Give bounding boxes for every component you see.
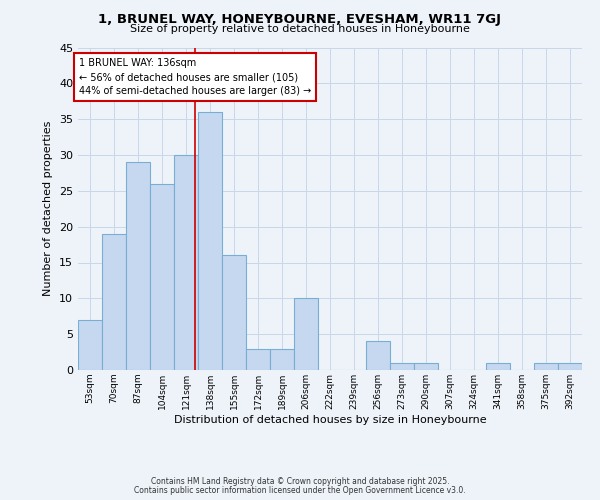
Text: 1, BRUNEL WAY, HONEYBOURNE, EVESHAM, WR11 7GJ: 1, BRUNEL WAY, HONEYBOURNE, EVESHAM, WR1… [98,12,502,26]
Text: Contains HM Land Registry data © Crown copyright and database right 2025.: Contains HM Land Registry data © Crown c… [151,477,449,486]
Text: Contains public sector information licensed under the Open Government Licence v3: Contains public sector information licen… [134,486,466,495]
Bar [174,155,198,370]
Bar [486,363,510,370]
Y-axis label: Number of detached properties: Number of detached properties [43,121,53,296]
Bar [366,342,390,370]
Bar [294,298,318,370]
Bar [414,363,438,370]
Bar [558,363,582,370]
Bar [390,363,414,370]
Bar [246,348,270,370]
Bar [198,112,222,370]
Bar [534,363,558,370]
Bar [270,348,294,370]
Bar [78,320,102,370]
Bar [102,234,126,370]
Bar [222,256,246,370]
X-axis label: Distribution of detached houses by size in Honeybourne: Distribution of detached houses by size … [173,414,487,424]
Text: 1 BRUNEL WAY: 136sqm
← 56% of detached houses are smaller (105)
44% of semi-deta: 1 BRUNEL WAY: 136sqm ← 56% of detached h… [79,58,311,96]
Bar [126,162,150,370]
Bar [150,184,174,370]
Text: Size of property relative to detached houses in Honeybourne: Size of property relative to detached ho… [130,24,470,34]
